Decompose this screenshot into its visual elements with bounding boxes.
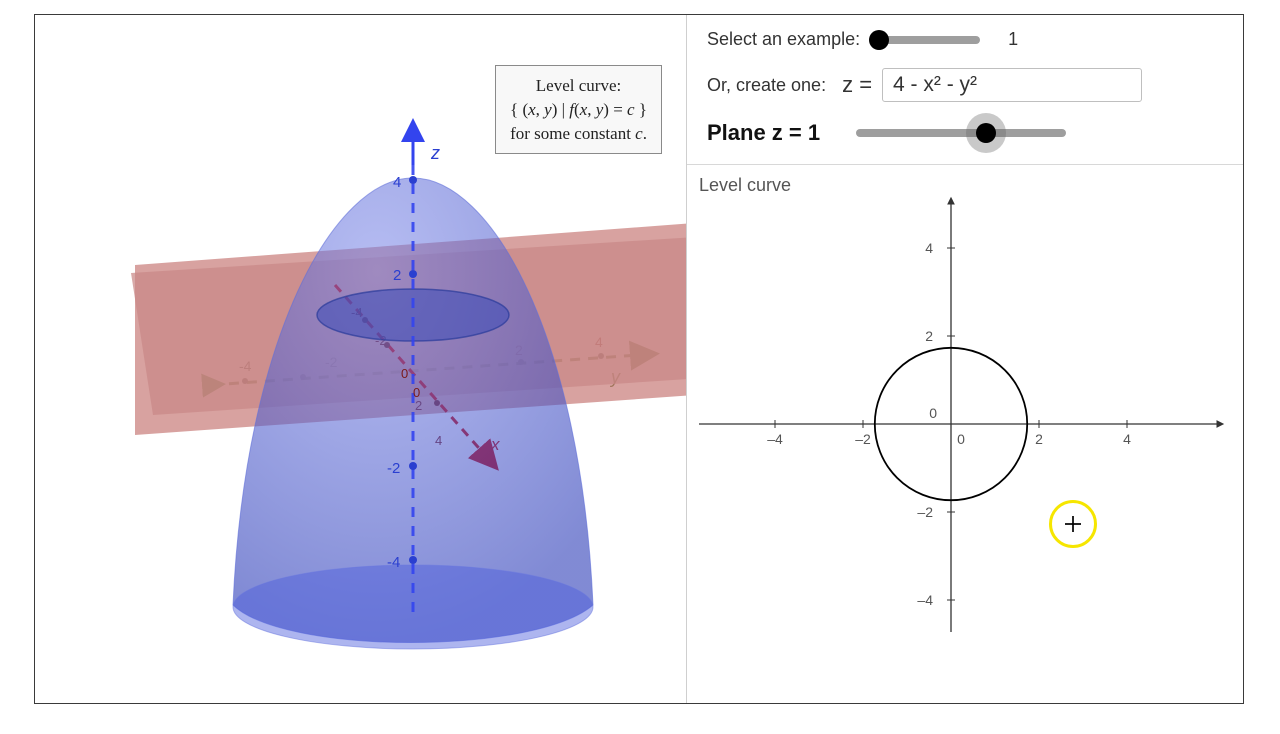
equation-value: 4 - x² - y² bbox=[893, 73, 977, 97]
row-create: Or, create one: z = 4 - x² - y² bbox=[707, 68, 1223, 102]
svg-text:0: 0 bbox=[401, 366, 408, 381]
svg-text:0: 0 bbox=[957, 431, 965, 447]
plane-slider[interactable] bbox=[856, 129, 1066, 137]
row-select-example: Select an example: 1 bbox=[707, 29, 1223, 50]
row-plane: Plane z = 1 bbox=[707, 120, 1223, 146]
svg-text:z: z bbox=[430, 143, 440, 163]
svg-text:0: 0 bbox=[929, 405, 937, 421]
svg-text:–2: –2 bbox=[855, 431, 871, 447]
level-curve-panel[interactable]: Level curve –4 –2 0 2 4 –4 –2 2 4 0 bbox=[687, 165, 1243, 703]
app-frame: -4 -2 2 4 y -4 bbox=[34, 14, 1244, 704]
svg-text:–4: –4 bbox=[767, 431, 783, 447]
example-slider[interactable] bbox=[870, 36, 980, 44]
svg-text:4: 4 bbox=[1123, 431, 1131, 447]
level-curve-title: Level curve bbox=[699, 175, 1231, 196]
info-line1: Level curve: bbox=[510, 74, 647, 98]
info-box: Level curve: { (x, y) | f(x, y) = c } fo… bbox=[495, 65, 662, 154]
svg-text:0: 0 bbox=[413, 385, 420, 400]
example-value: 1 bbox=[1008, 29, 1018, 50]
svg-text:2: 2 bbox=[1035, 431, 1043, 447]
svg-text:4: 4 bbox=[925, 240, 933, 256]
plot2d-svg: –4 –2 0 2 4 –4 –2 2 4 0 bbox=[699, 196, 1231, 636]
plot3d-panel[interactable]: -4 -2 2 4 y -4 bbox=[35, 15, 687, 703]
svg-text:-4: -4 bbox=[387, 554, 400, 571]
right-panel: Select an example: 1 Or, create one: z =… bbox=[687, 15, 1243, 703]
select-label: Select an example: bbox=[707, 29, 860, 50]
svg-text:2: 2 bbox=[393, 267, 401, 284]
create-label: Or, create one: bbox=[707, 75, 826, 96]
equation-input[interactable]: 4 - x² - y² bbox=[882, 68, 1142, 102]
svg-text:4: 4 bbox=[393, 174, 401, 191]
svg-text:–2: –2 bbox=[917, 504, 933, 520]
svg-text:–4: –4 bbox=[917, 592, 933, 608]
plane-label: Plane z = 1 bbox=[707, 120, 820, 146]
controls-panel: Select an example: 1 Or, create one: z =… bbox=[687, 15, 1243, 165]
svg-text:-2: -2 bbox=[387, 460, 400, 477]
svg-text:2: 2 bbox=[925, 328, 933, 344]
